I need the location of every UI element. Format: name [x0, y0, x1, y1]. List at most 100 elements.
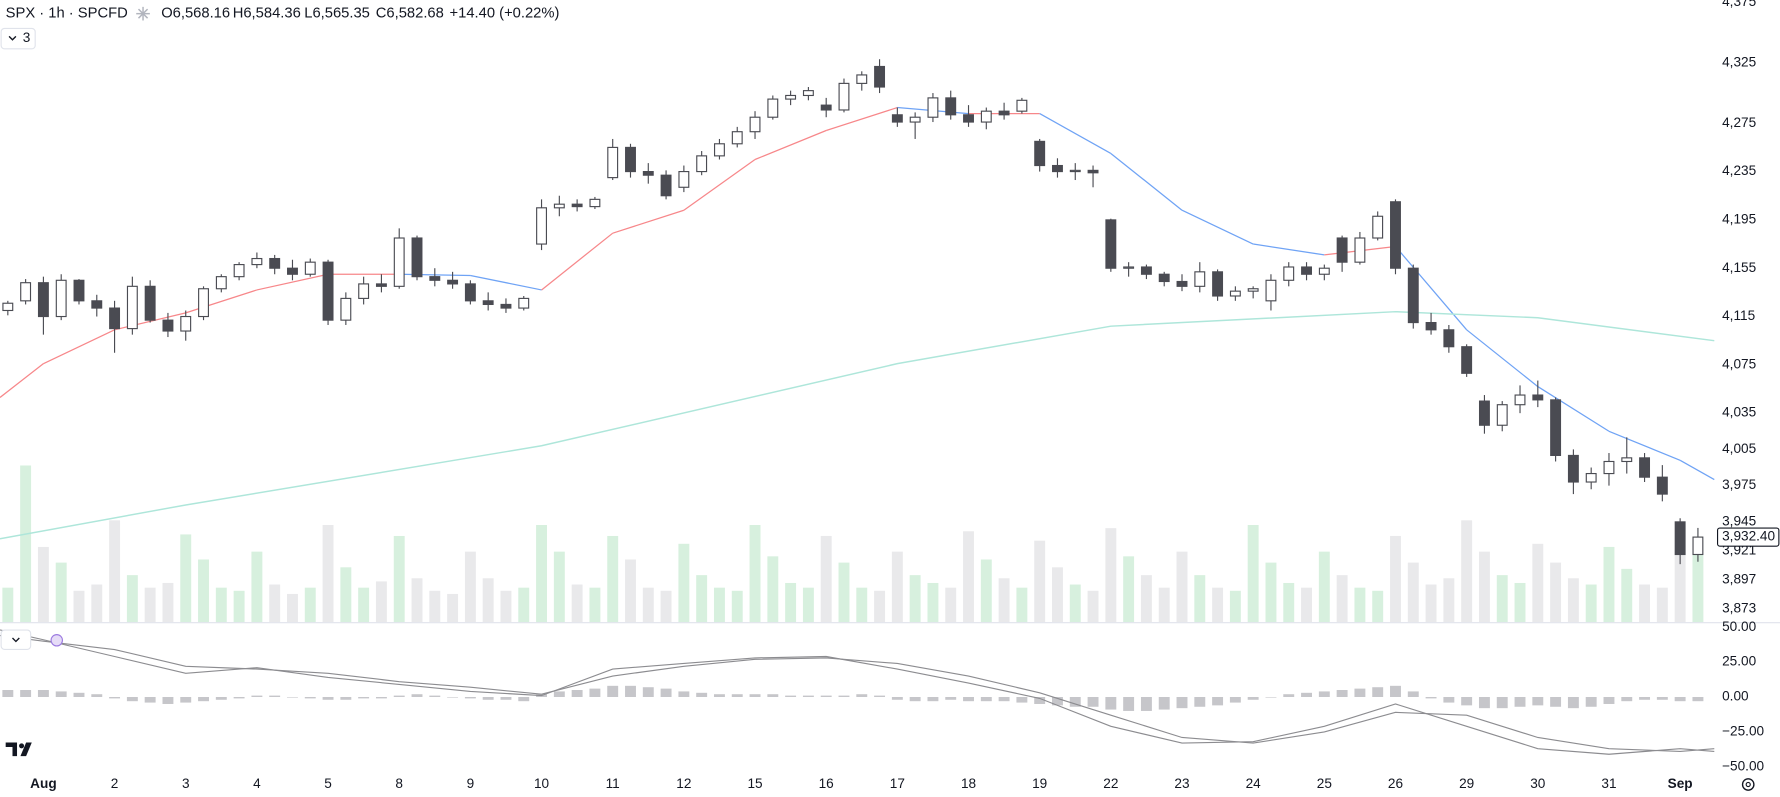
- macd-histogram-bar: [126, 696, 138, 702]
- volume-bar: [1390, 535, 1401, 623]
- macd-histogram-bar: [500, 696, 512, 700]
- y-tick-label: 4,235: [1722, 163, 1756, 178]
- macd-histogram-bar: [2, 690, 14, 697]
- macd-histogram-bar: [767, 694, 779, 697]
- candle-body: [1247, 288, 1259, 292]
- volume-bar: [1105, 528, 1117, 623]
- candle-body: [571, 203, 583, 208]
- candle-body: [625, 146, 636, 173]
- x-tick-label: 10: [534, 776, 550, 791]
- macd-histogram-bar: [1656, 696, 1668, 700]
- macd-histogram-bar: [1212, 696, 1224, 706]
- macd-histogram-bar: [731, 694, 743, 697]
- macd-histogram-bar: [393, 695, 405, 697]
- volume-bar: [1354, 587, 1366, 623]
- volume-bar: [802, 587, 814, 623]
- macd-histogram-bar: [1301, 692, 1312, 697]
- x-tick-label: 12: [676, 776, 691, 791]
- candle-body: [642, 171, 654, 176]
- moving-average-segment: [683, 158, 756, 211]
- volume-bar: [1674, 550, 1686, 623]
- macd-histogram-bar: [1390, 685, 1401, 697]
- macd-histogram-bar: [1621, 696, 1633, 702]
- macd-tick-label: 50.00: [1722, 619, 1756, 634]
- candle-body: [411, 237, 423, 278]
- candle-body: [1656, 476, 1668, 495]
- macd-histogram-bar: [1407, 691, 1419, 697]
- candle-body: [1052, 164, 1063, 173]
- candle-body: [518, 297, 530, 309]
- volume-bar: [73, 590, 85, 623]
- volume-bar: [553, 551, 565, 623]
- moving-average-segment: [1181, 209, 1254, 245]
- indicator-toggle[interactable]: 3: [0, 27, 36, 50]
- volume-bar: [536, 525, 548, 623]
- candle-body: [1318, 267, 1330, 275]
- volume-bar: [909, 575, 921, 623]
- volume-bar: [1478, 551, 1490, 623]
- macd-histogram-bar: [927, 696, 939, 702]
- candle-body: [1087, 169, 1099, 174]
- candle-body: [1461, 346, 1473, 374]
- x-tick-label: 9: [467, 776, 475, 791]
- candle-body: [1105, 219, 1117, 269]
- macd-histogram-bar: [1247, 696, 1259, 700]
- volume-bar: [375, 581, 387, 623]
- macd-tick-label: 0.00: [1722, 689, 1749, 704]
- volume-bar: [1247, 525, 1259, 623]
- last-price-tag: [1716, 527, 1780, 547]
- x-tick-label: 4: [253, 776, 261, 791]
- macd-histogram-bar: [909, 696, 921, 702]
- volume-bar: [180, 534, 192, 623]
- macd-histogram-bar: [945, 696, 957, 700]
- candle-body: [1443, 329, 1455, 348]
- settings-icon[interactable]: [1741, 778, 1755, 791]
- candle-body: [927, 97, 939, 118]
- macd-histogram-bar: [322, 696, 334, 700]
- settings-button[interactable]: [1741, 778, 1755, 791]
- candle-body: [144, 285, 156, 321]
- candle-body: [696, 155, 708, 173]
- volume-bar: [1603, 546, 1615, 623]
- moving-average-segment: [185, 289, 258, 314]
- volume-bar: [1461, 520, 1473, 623]
- candle-body: [820, 104, 832, 111]
- macd-histogram-bar: [660, 688, 672, 697]
- volume-bar: [1016, 587, 1028, 623]
- volume-bar: [1567, 578, 1579, 623]
- volume-bar: [1639, 584, 1651, 623]
- candle-body: [340, 297, 352, 321]
- volume-bar: [696, 575, 708, 623]
- macd-histogram-bar: [1478, 696, 1490, 709]
- macd-histogram-bar: [980, 696, 992, 702]
- volume-bar: [269, 584, 281, 623]
- volume-bar: [1176, 551, 1188, 623]
- candle-body: [1567, 454, 1579, 483]
- candle-body: [1336, 237, 1348, 263]
- x-tick-label: 16: [819, 776, 834, 791]
- candle-body: [1692, 536, 1704, 556]
- change-value: +14.40 (+0.22%): [450, 6, 560, 22]
- macd-histogram-bar: [37, 690, 49, 697]
- candle-body: [1585, 472, 1597, 483]
- moving-average-segment: [754, 129, 827, 161]
- macd-histogram-bar: [856, 694, 868, 697]
- candle-body: [126, 285, 138, 330]
- candle-body: [37, 282, 49, 318]
- x-tick-label: 18: [961, 776, 976, 791]
- macd-histogram-bar: [571, 690, 583, 697]
- macd-histogram-bar: [109, 696, 121, 699]
- macd-toggle[interactable]: [0, 629, 32, 650]
- volume-bar: [1318, 551, 1330, 623]
- volume-bar: [55, 562, 67, 623]
- candle-body: [589, 198, 601, 208]
- macd-histogram-bar: [73, 692, 85, 697]
- indicator-toggle-box[interactable]: [0, 27, 36, 50]
- macd-histogram-bar: [447, 696, 459, 698]
- moving-average-segment: [470, 274, 542, 291]
- candle-body: [2, 302, 14, 312]
- low-value: L6,565.35: [304, 6, 370, 22]
- macd-toggle-box[interactable]: [0, 629, 32, 650]
- alert-marker[interactable]: [50, 634, 64, 647]
- candle-body: [945, 97, 957, 116]
